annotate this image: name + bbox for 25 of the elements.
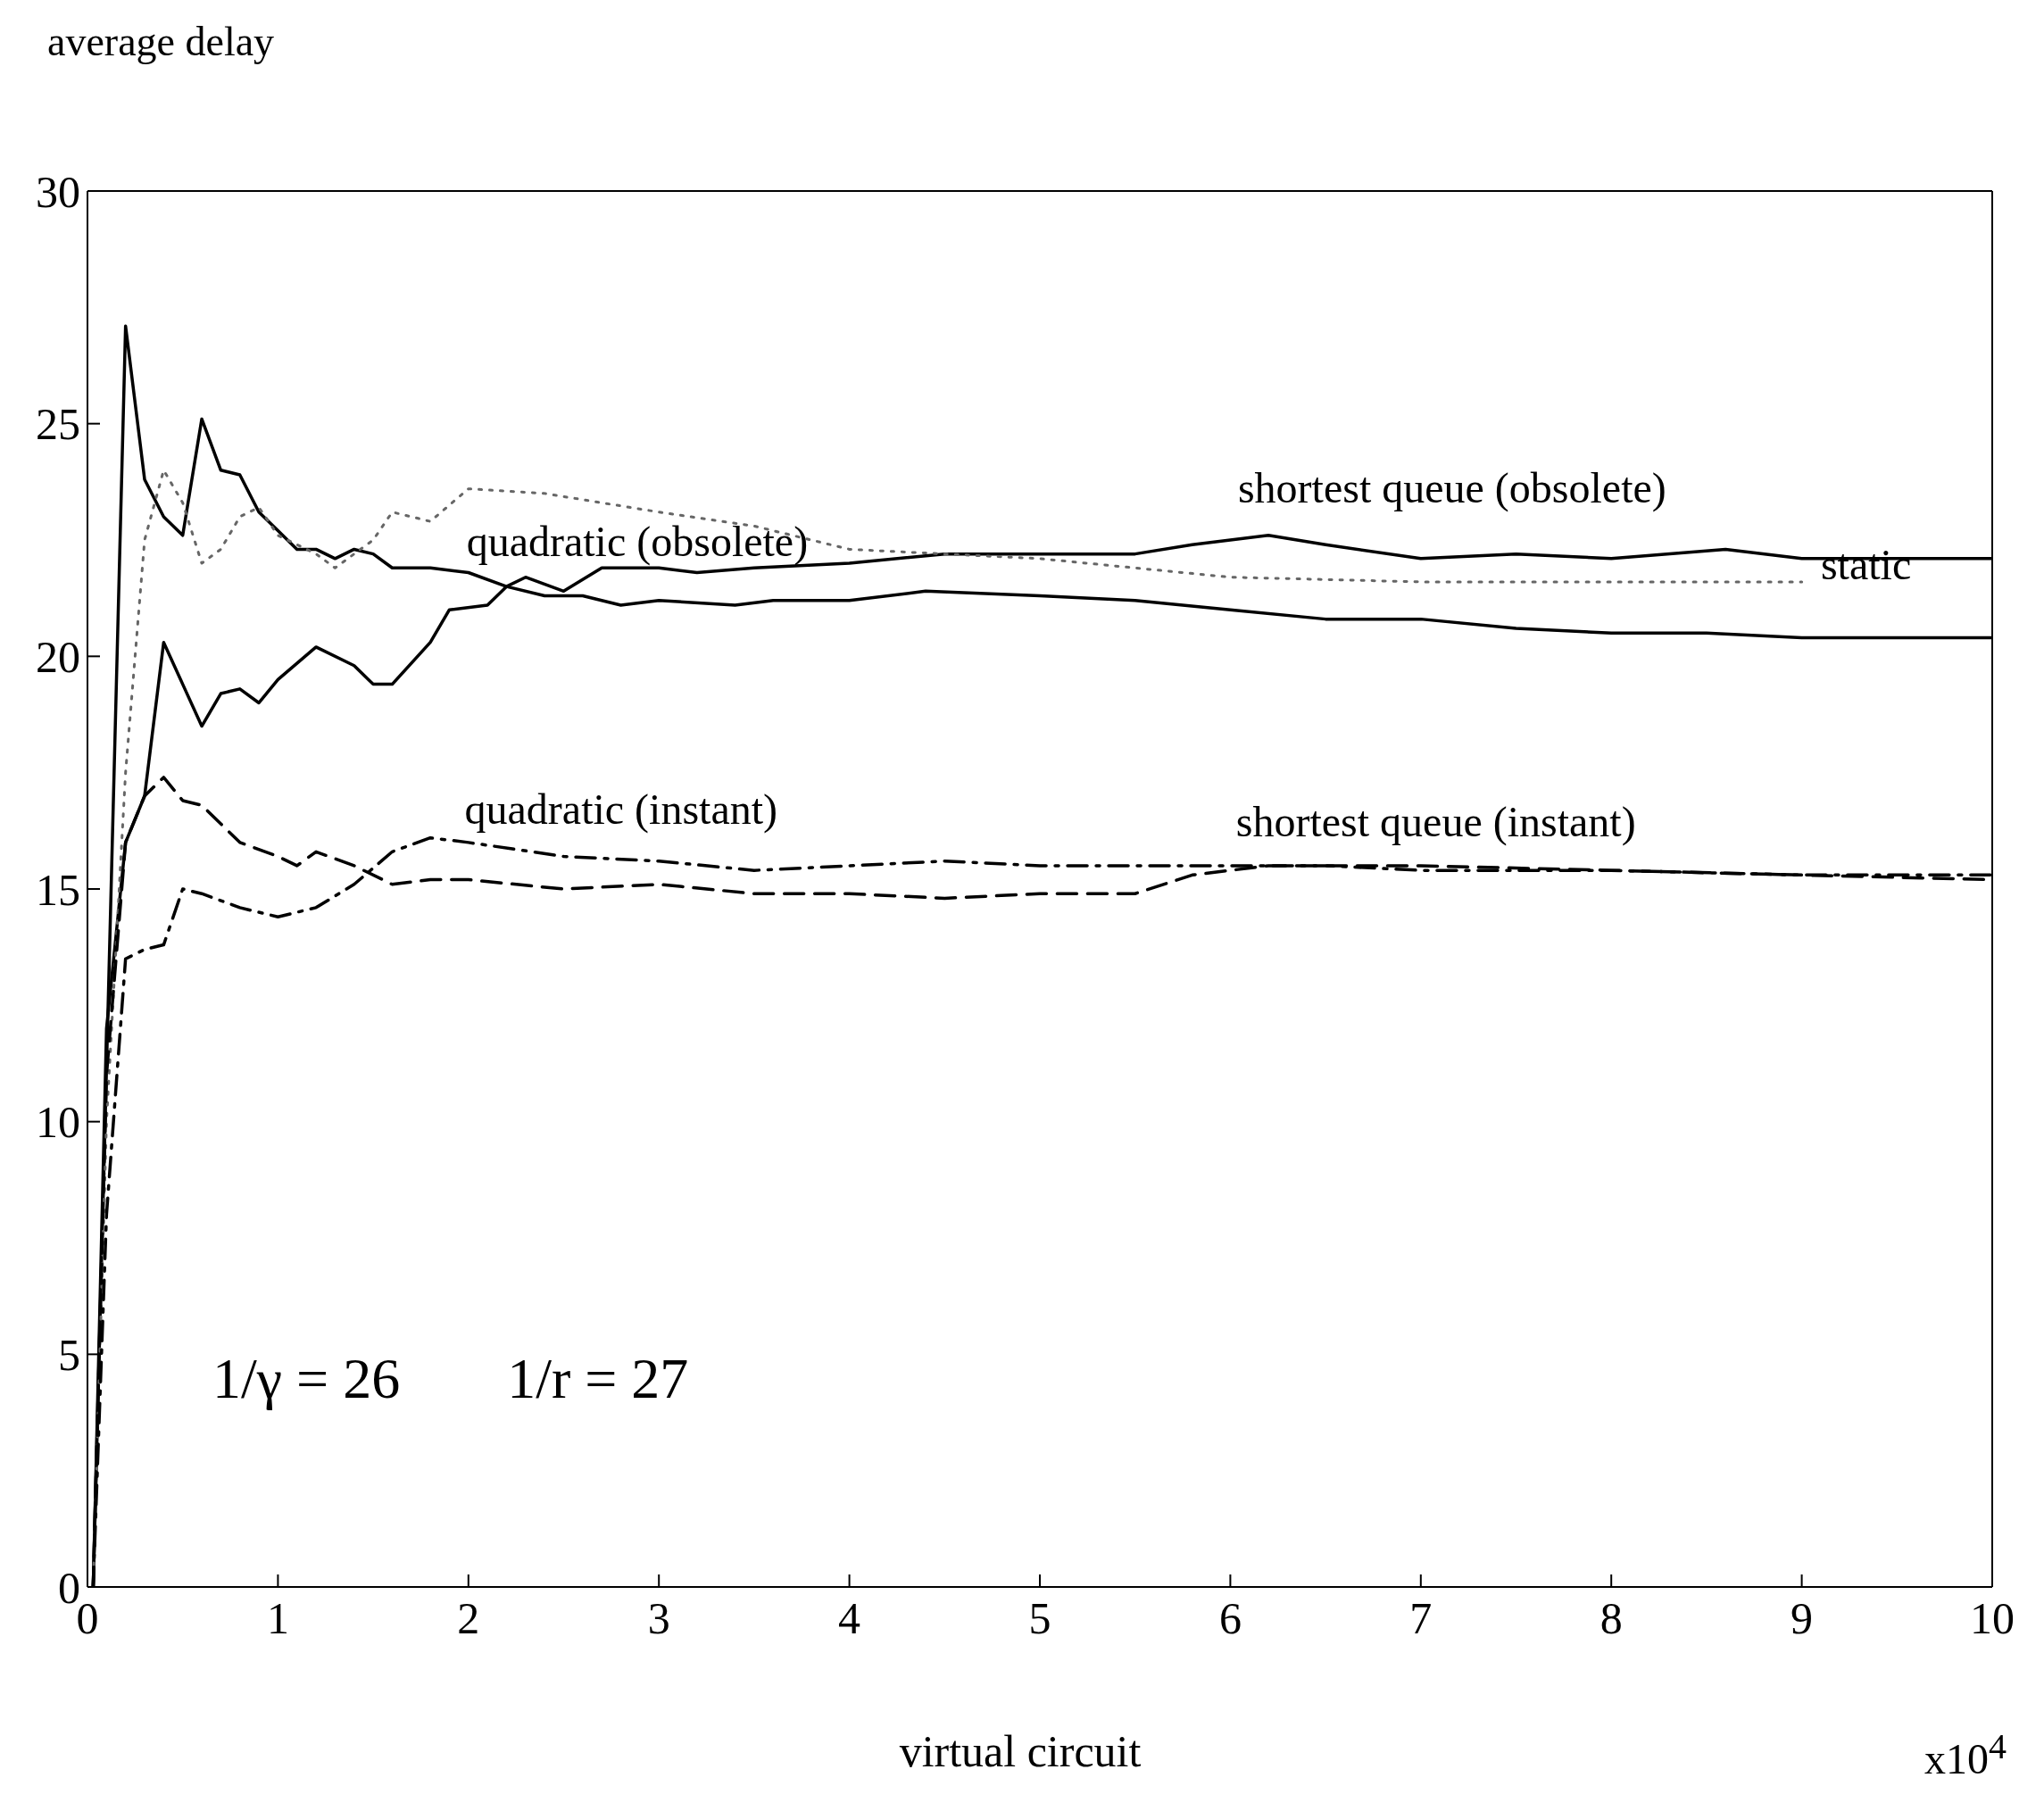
x-tick-label: 1 — [266, 1592, 289, 1643]
y-tick-label: 5 — [58, 1330, 80, 1381]
x-tick-label: 7 — [1409, 1592, 1433, 1643]
annotation: 1/r = 27 — [507, 1346, 689, 1412]
y-tick-label: 30 — [36, 166, 80, 217]
y-axis-title: average delay — [47, 18, 275, 65]
series-label: shortest queue (instant) — [1235, 797, 1636, 846]
series-label: quadratic (obsolete) — [466, 517, 809, 566]
y-tick-label: 15 — [36, 864, 80, 915]
x-tick-label: 5 — [1028, 1592, 1051, 1643]
x-tick-label: 4 — [838, 1592, 861, 1643]
x-tick-label: 10 — [1970, 1592, 2015, 1643]
x-tick-label: 6 — [1218, 1592, 1242, 1643]
y-tick-label: 20 — [36, 632, 80, 683]
x-tick-label: 8 — [1599, 1592, 1623, 1643]
y-tick-label: 10 — [36, 1097, 80, 1148]
text: x10$^{4}$ — [1924, 1725, 2007, 1783]
x-tick-label: 3 — [647, 1592, 670, 1643]
annotation: 1/γ = 26 — [212, 1346, 401, 1412]
x-tick-label: 2 — [457, 1592, 480, 1643]
x-tick-label: 9 — [1791, 1592, 1814, 1643]
x-axis-title: virtual circuit — [899, 1726, 1142, 1776]
series-label: quadratic (instant) — [464, 785, 778, 834]
series-label: shortest queue (obsolete) — [1237, 463, 1666, 512]
y-tick-label: 25 — [36, 399, 80, 450]
